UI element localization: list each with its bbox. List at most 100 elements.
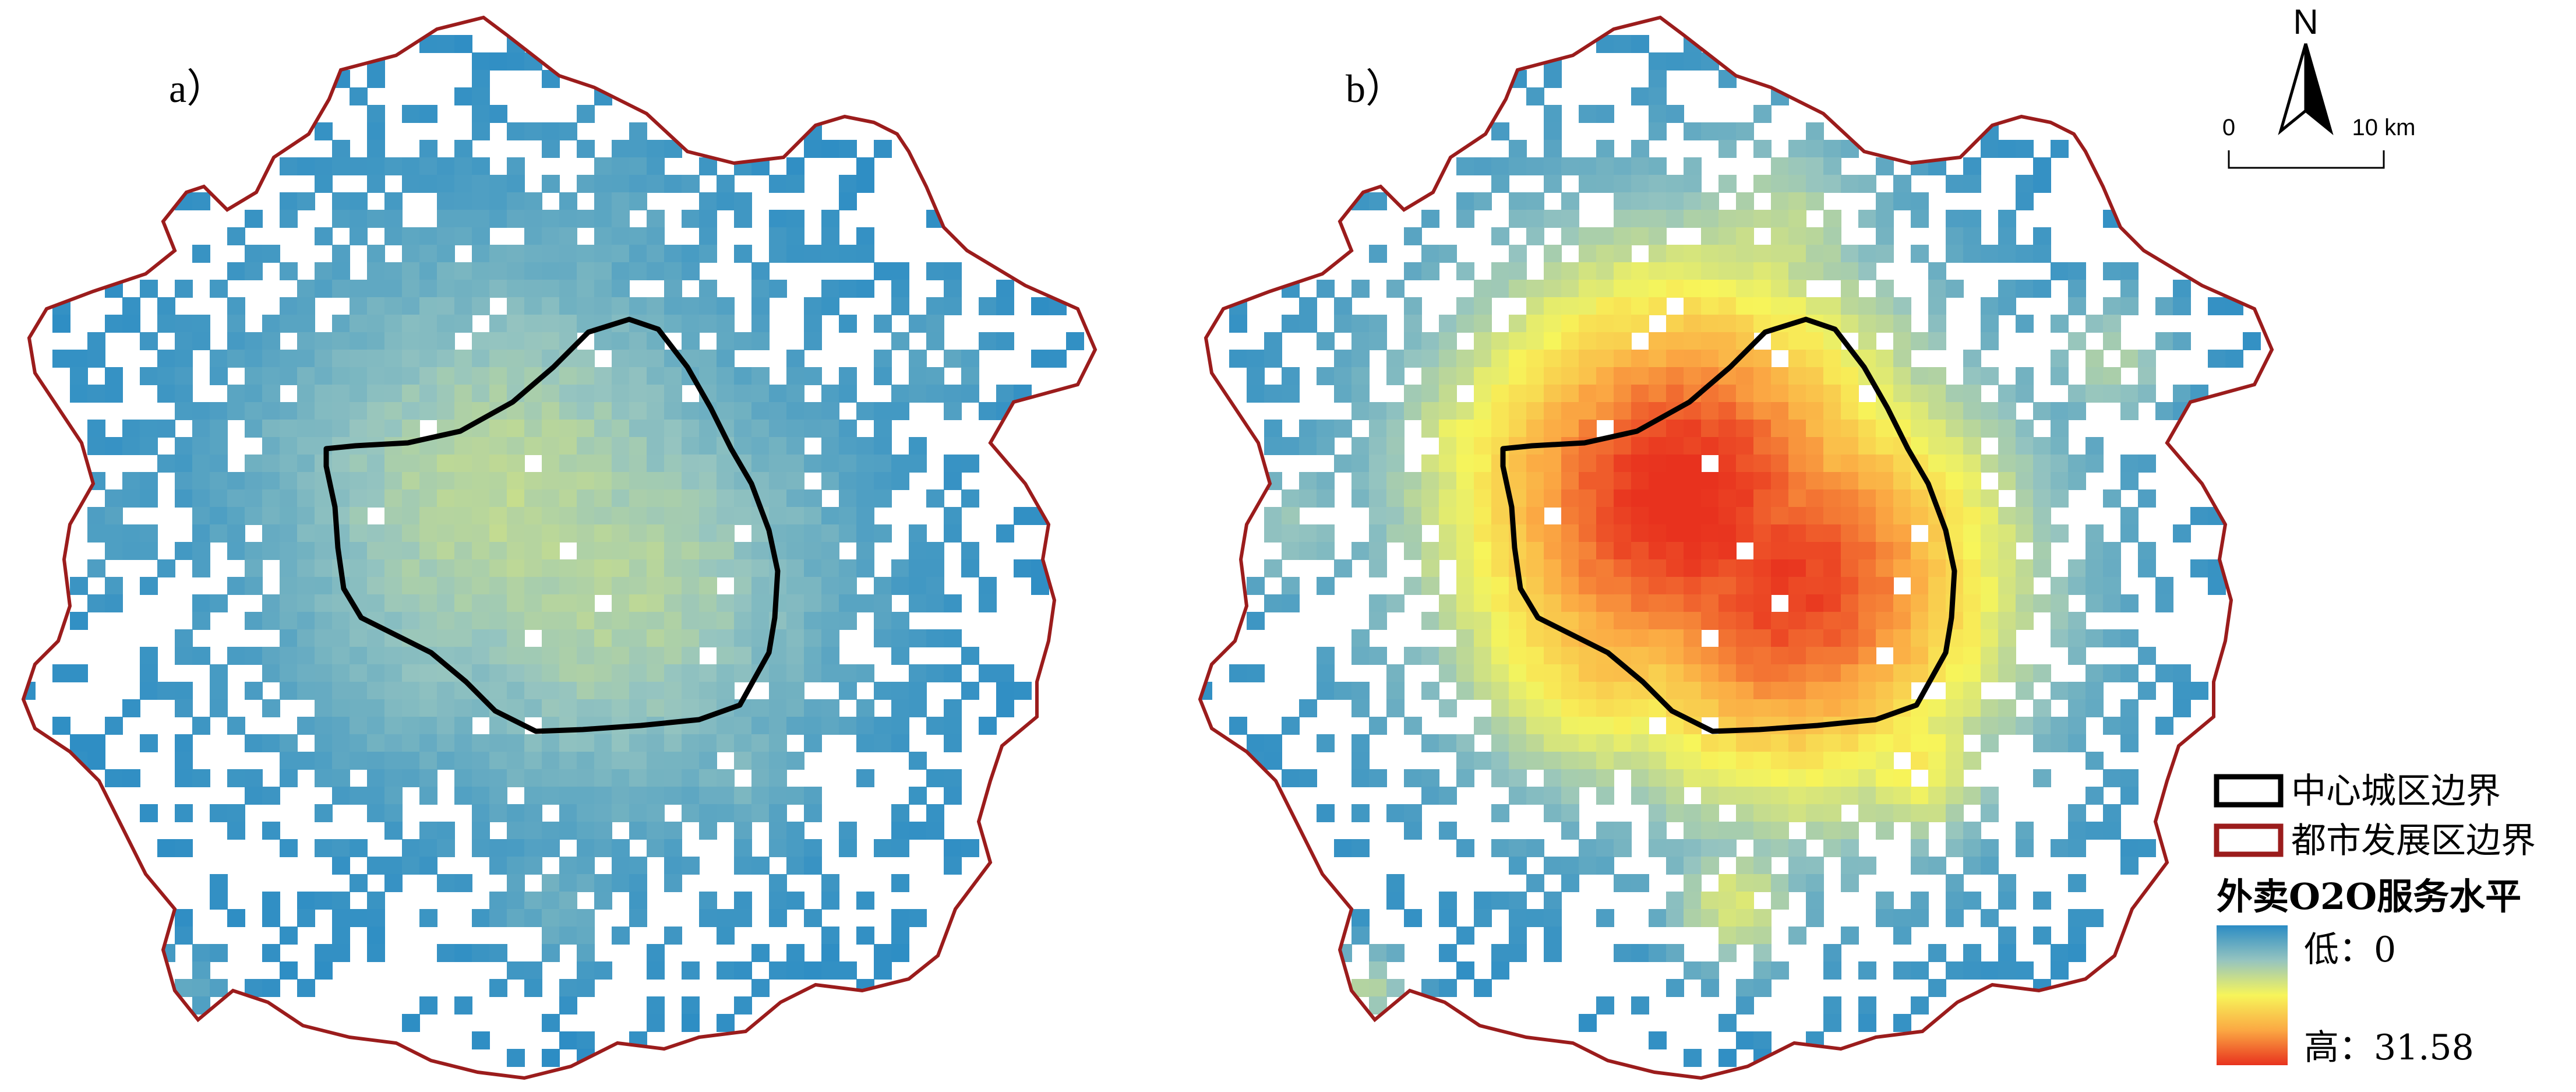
grid-cell (786, 629, 804, 647)
grid-cell (839, 839, 857, 857)
grid-cell (577, 612, 595, 630)
grid-cell (2120, 594, 2139, 612)
grid-cell (1544, 280, 1562, 298)
grid-cell (1981, 787, 1999, 805)
grid-cell (245, 455, 263, 473)
grid-cell (1631, 297, 1649, 315)
grid-cell (227, 332, 245, 350)
grid-cell (1631, 524, 1649, 543)
grid-cell (367, 594, 385, 612)
grid-cell (524, 524, 542, 543)
grid-cell (1579, 699, 1597, 717)
grid-cell (1806, 402, 1824, 420)
grid-cell (891, 297, 909, 315)
grid-cell (1736, 472, 1754, 490)
grid-cell (122, 420, 140, 438)
grid-cell (297, 594, 315, 612)
grid-cell (1526, 752, 1544, 770)
grid-cell (734, 507, 752, 525)
grid-cell (1736, 315, 1754, 333)
grid-cell (961, 839, 979, 857)
grid-cell (489, 524, 507, 543)
grid-cell (524, 979, 542, 997)
grid-cell (1474, 157, 1492, 175)
grid-cell (1666, 944, 1684, 962)
grid-cell (1509, 420, 1527, 438)
grid-cell (944, 787, 962, 805)
grid-cell (1841, 280, 1859, 298)
grid-cell (682, 699, 700, 717)
grid-cell (1614, 385, 1632, 403)
grid-cell (437, 629, 455, 647)
grid-cell (1998, 577, 2016, 595)
grid-cell (1771, 262, 1789, 280)
grid-cell (734, 822, 752, 840)
grid-cell (1701, 489, 1719, 508)
grid-cell (175, 315, 193, 333)
grid-cell (1596, 682, 1614, 700)
grid-cell (2016, 420, 2034, 438)
grid-cell (891, 822, 909, 840)
grid-cell (122, 542, 140, 560)
grid-cell (1631, 402, 1649, 420)
grid-cell (1404, 822, 1422, 840)
grid-cell (2085, 315, 2104, 333)
grid-cell (629, 577, 647, 595)
grid-cell (559, 892, 577, 910)
grid-cell (332, 909, 350, 927)
grid-cell (1596, 612, 1614, 630)
grid-cell (1841, 472, 1859, 490)
grid-cell (1684, 629, 1702, 647)
grid-cell (2243, 332, 2261, 350)
grid-cell (1684, 524, 1702, 543)
grid-cell (559, 210, 577, 228)
grid-cell (507, 752, 525, 770)
metro-development-boundary-b (1198, 15, 2274, 1080)
grid-cell (996, 280, 1014, 298)
grid-cell (245, 402, 263, 420)
grid-cell (804, 507, 822, 525)
grid-cell (1404, 524, 1422, 543)
grid-cell (1963, 245, 1981, 263)
grid-cell (647, 612, 665, 630)
grid-cell (751, 804, 770, 822)
grid-cell (2051, 961, 2069, 980)
grid-cell (1421, 210, 1439, 228)
grid-cell (315, 262, 333, 280)
grid-cell (629, 507, 647, 525)
grid-cell (1351, 385, 1370, 403)
grid-cell (245, 262, 263, 280)
grid-cell (1404, 262, 1422, 280)
grid-cell (891, 734, 909, 752)
grid-cell (1684, 909, 1702, 927)
grid-cell (1386, 402, 1405, 420)
grid-cell (1684, 647, 1702, 665)
grid-cell (559, 996, 577, 1014)
grid-cell (734, 752, 752, 770)
grid-cell (210, 420, 228, 438)
grid-cell (524, 350, 542, 368)
grid-cell (1491, 804, 1509, 822)
grid-cell (1544, 175, 1562, 193)
grid-cell (804, 559, 822, 577)
grid-cell (1753, 105, 1772, 123)
grid-cell (2068, 682, 2086, 700)
grid-cell (1561, 857, 1579, 875)
grid-cell (682, 524, 700, 543)
grid-cell (874, 524, 892, 543)
grid-cell (769, 210, 787, 228)
grid-cell (524, 122, 542, 140)
grid-cell (1718, 909, 1737, 927)
grid-cell (70, 664, 88, 682)
grid-cell (2103, 559, 2121, 577)
grid-cell (507, 507, 525, 525)
grid-cell (647, 402, 665, 420)
grid-cell (332, 192, 350, 210)
grid-cell (140, 524, 158, 543)
grid-cell (909, 909, 927, 927)
grid-cell (245, 734, 263, 752)
grid-cell (1666, 332, 1684, 350)
grid-cell (647, 140, 665, 158)
grid-cell (1596, 262, 1614, 280)
grid-cell (1666, 472, 1684, 490)
